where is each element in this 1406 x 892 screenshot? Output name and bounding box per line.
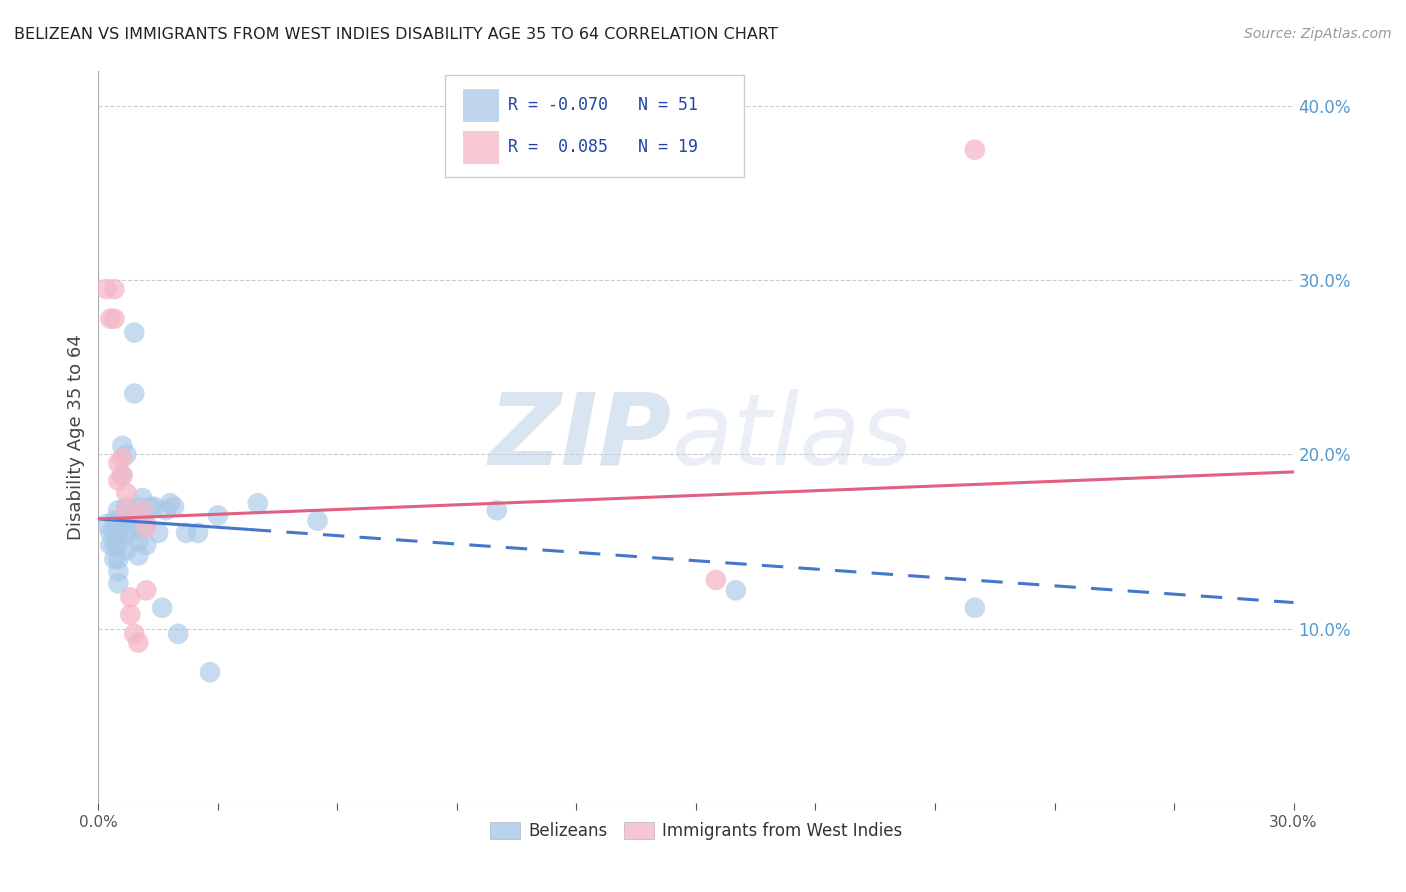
Point [111, 439, 134, 453]
Point [120, 525, 142, 540]
Point [107, 456, 129, 470]
Point [131, 508, 153, 523]
Point [96, 282, 118, 296]
Point [198, 665, 221, 680]
Point [115, 503, 138, 517]
Point [724, 583, 747, 598]
Point [187, 525, 209, 540]
Point [124, 627, 146, 641]
Point [115, 525, 138, 540]
Point [150, 600, 173, 615]
Point [111, 468, 134, 483]
Point [103, 282, 125, 296]
Point [163, 500, 186, 514]
Point [115, 485, 138, 500]
Point [485, 503, 508, 517]
Point [135, 517, 157, 532]
Point [135, 521, 157, 535]
Point [139, 500, 162, 514]
Point [167, 627, 190, 641]
Point [124, 386, 146, 401]
Point [131, 503, 153, 517]
Point [159, 496, 181, 510]
Point [120, 591, 142, 605]
Point [174, 525, 197, 540]
Point [135, 583, 157, 598]
Point [207, 508, 229, 523]
Point [155, 503, 177, 517]
Bar [463, 89, 499, 121]
Point [127, 534, 149, 549]
Point [103, 552, 125, 566]
Point [107, 564, 129, 578]
Point [307, 514, 329, 528]
Text: BELIZEAN VS IMMIGRANTS FROM WEST INDIES DISABILITY AGE 35 TO 64 CORRELATION CHAR: BELIZEAN VS IMMIGRANTS FROM WEST INDIES … [14, 27, 778, 42]
Bar [463, 131, 499, 163]
Point [127, 549, 149, 563]
Point [96, 517, 118, 532]
Point [115, 500, 138, 514]
Point [963, 600, 986, 615]
Point [98, 311, 122, 326]
Point [103, 525, 125, 540]
Point [103, 514, 125, 528]
Point [127, 508, 149, 523]
Point [127, 500, 149, 514]
Text: Source: ZipAtlas.com: Source: ZipAtlas.com [1244, 27, 1392, 41]
Y-axis label: Disability Age 35 to 64: Disability Age 35 to 64 [66, 334, 84, 540]
Text: atlas: atlas [672, 389, 914, 485]
Point [246, 496, 269, 510]
Point [111, 468, 134, 483]
Point [107, 474, 129, 488]
Point [107, 538, 129, 552]
Point [107, 576, 129, 591]
Point [135, 538, 157, 552]
Point [111, 514, 134, 528]
Point [107, 514, 129, 528]
Text: R = -0.070   N = 51: R = -0.070 N = 51 [509, 96, 699, 114]
Point [124, 326, 146, 340]
Point [127, 521, 149, 535]
Point [127, 635, 149, 649]
Text: ZIP: ZIP [489, 389, 672, 485]
Text: R =  0.085   N = 19: R = 0.085 N = 19 [509, 138, 699, 156]
Point [963, 143, 986, 157]
Point [111, 450, 134, 465]
Point [148, 525, 170, 540]
Point [103, 311, 125, 326]
FancyBboxPatch shape [446, 75, 744, 178]
Point [103, 538, 125, 552]
Legend: Belizeans, Immigrants from West Indies: Belizeans, Immigrants from West Indies [482, 815, 910, 847]
Point [143, 500, 166, 514]
Point [107, 503, 129, 517]
Point [120, 508, 142, 523]
Point [107, 552, 129, 566]
Point [120, 607, 142, 622]
Point [98, 538, 122, 552]
Point [107, 525, 129, 540]
Point [115, 448, 138, 462]
Point [115, 543, 138, 558]
Point [131, 491, 153, 505]
Point [704, 573, 727, 587]
Point [98, 525, 122, 540]
